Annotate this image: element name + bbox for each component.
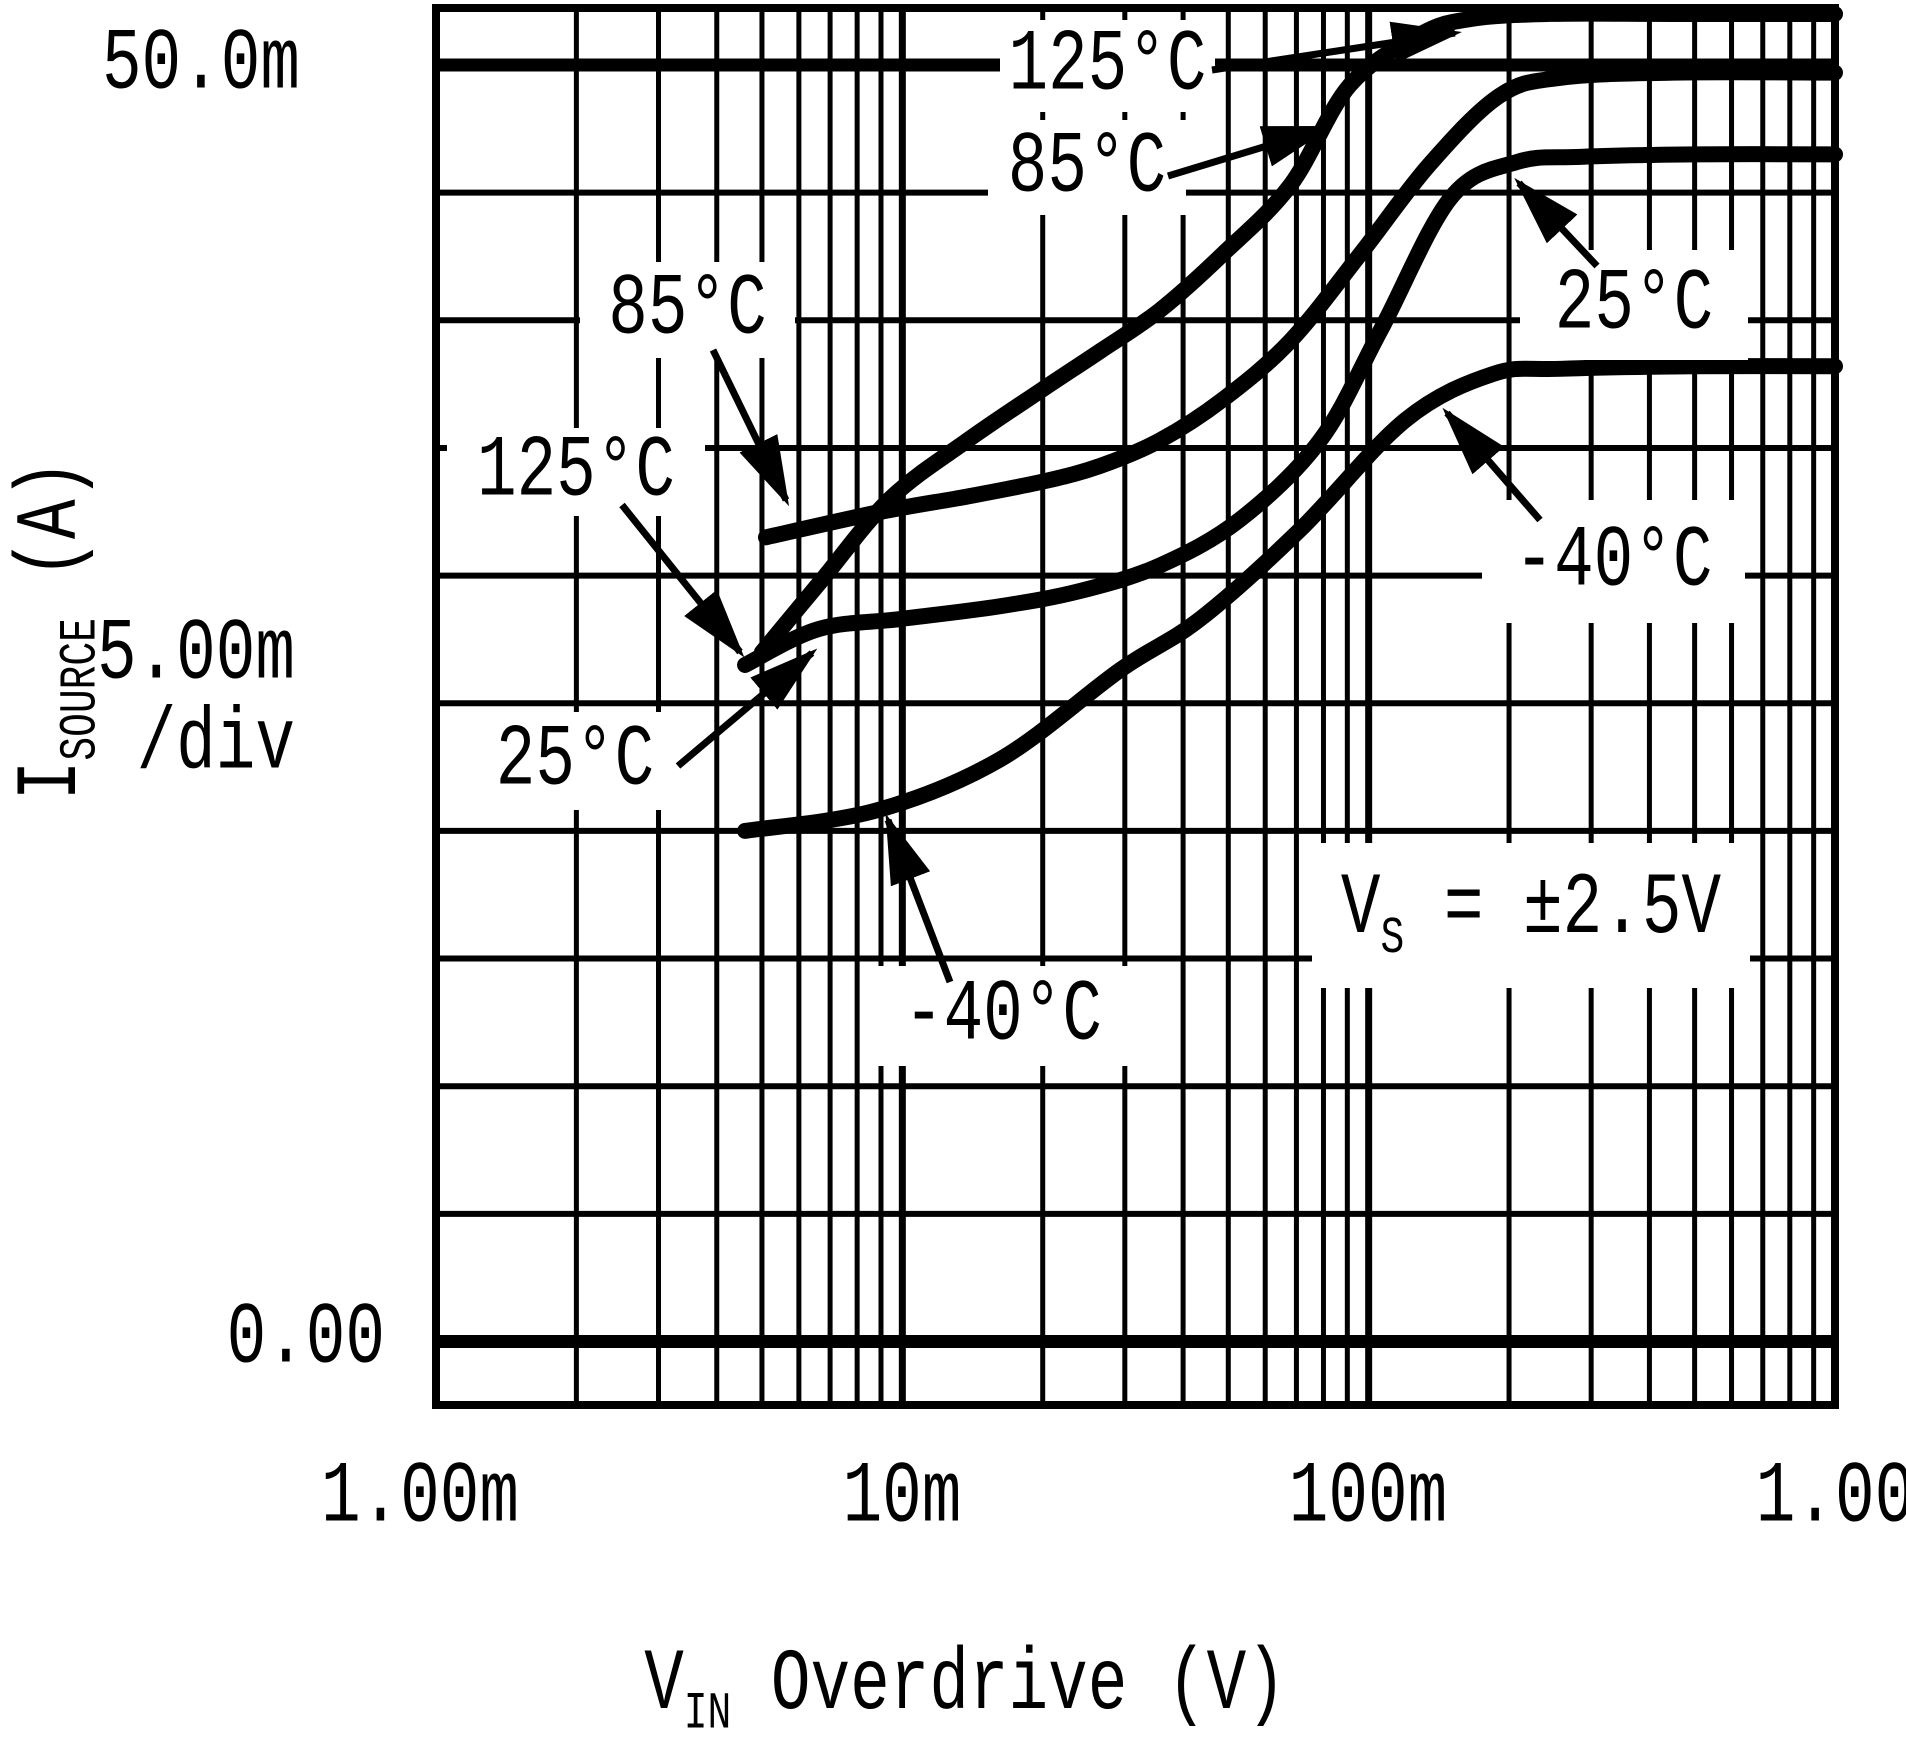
arrow-minus40c-right — [1442, 407, 1543, 523]
arrow-minus40c-bottom — [884, 813, 954, 984]
x-tick-1mV: 1.00m — [320, 1447, 520, 1547]
curve-label-minus40c-bottom: -40°C — [872, 966, 1134, 1066]
arrow-85c-right — [1166, 124, 1333, 180]
curve-label-25c-left: 25°C — [462, 712, 688, 810]
curve-25C — [737, 146, 1843, 673]
arrow-25c-left — [675, 648, 818, 769]
x-tick-100mV: 100m — [1288, 1447, 1448, 1547]
curve-label-85c-right: 85°C — [988, 120, 1186, 215]
supply-voltage-annotation: VS = ±2.5V — [1312, 843, 1750, 988]
arrow-25c-right — [1514, 177, 1600, 269]
arrow-125c-left — [619, 502, 745, 658]
curve-40C — [737, 358, 1843, 839]
curve-125C — [753, 5, 1843, 661]
x-tick-10mV: 10m — [842, 1447, 962, 1547]
y-tick-50m: 50.0m — [101, 14, 300, 114]
y-div-label: 5.00m — [96, 604, 295, 704]
x-tick-1V: 1.00 — [1755, 1447, 1906, 1547]
plot-frame — [432, 4, 1839, 1409]
arrow-85c-left — [709, 348, 790, 507]
y-div-suffix: /div — [136, 694, 295, 794]
curve-label-minus40c-right: -40°C — [1482, 500, 1745, 623]
arrow-125c-right — [1211, 21, 1462, 74]
curve-label-125c-right: 125°C — [1000, 20, 1215, 112]
curve-label-125c-left: 125°C — [447, 428, 705, 516]
curve-label-25c-right: 25°C — [1520, 250, 1748, 360]
curve-label-85c-left: 85°C — [580, 262, 795, 358]
y-tick-0: 0.00 — [226, 1288, 385, 1388]
curve-85C — [757, 64, 1843, 546]
x-axis-title: VIN Overdrive (V) — [644, 1635, 1286, 1744]
